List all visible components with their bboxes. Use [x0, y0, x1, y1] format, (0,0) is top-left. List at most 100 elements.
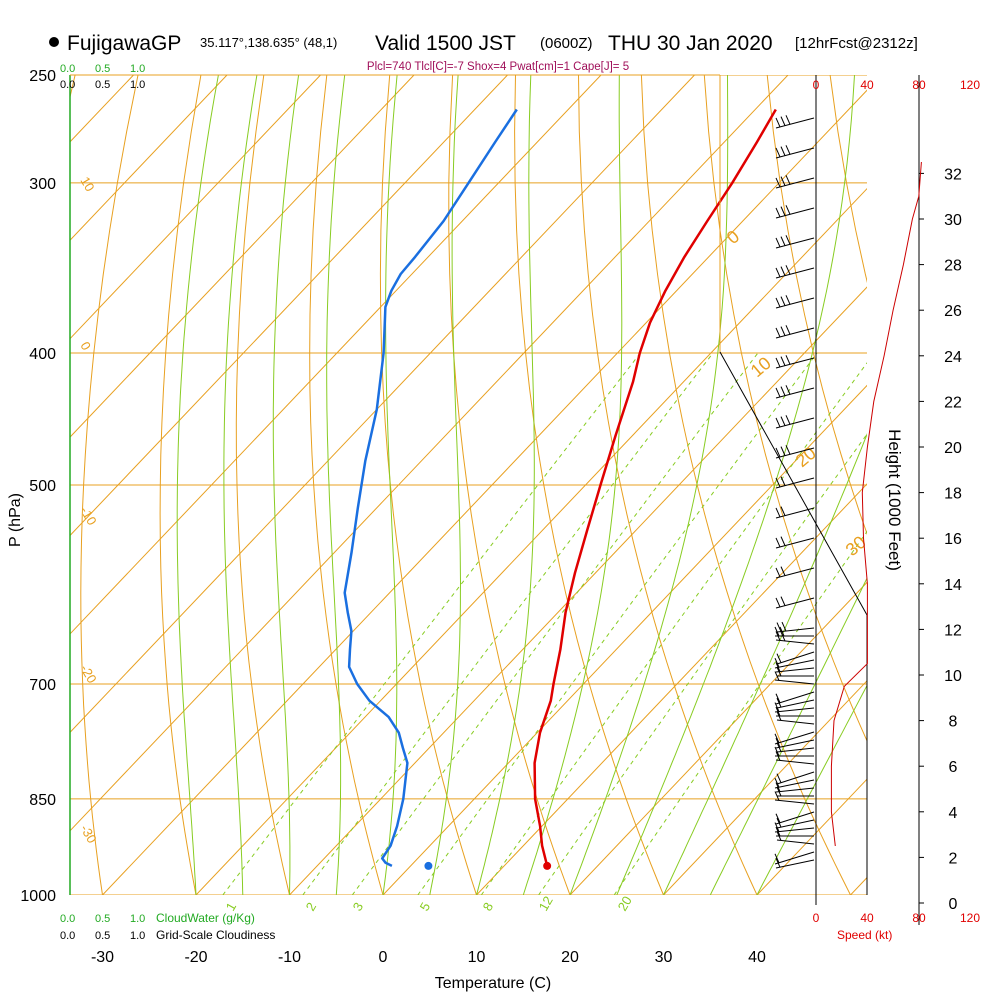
- temperature-tick-label: 10: [468, 949, 486, 966]
- wind-barb: [774, 671, 815, 685]
- temperature-tick-label: -20: [184, 949, 207, 966]
- height-tick-label: 18: [944, 486, 962, 503]
- cloudiness-tick-top: 1.0: [130, 79, 145, 91]
- wind-barb: [775, 737, 815, 749]
- wind-barb: [776, 697, 815, 709]
- moist-adiabat-line: [569, 75, 729, 895]
- moist-adiabat-line: [326, 75, 346, 895]
- dry-adiabat-line: [80, 75, 139, 895]
- height-tick-label: 24: [944, 349, 962, 366]
- wind-barb: [775, 691, 815, 705]
- mixing-ratio-label: 8: [480, 900, 497, 914]
- dry-adiabat-line: [640, 75, 851, 895]
- dewpoint-curve: [343, 108, 518, 868]
- moist-adiabat-line: [223, 75, 258, 895]
- dry-adiabat-line: [159, 75, 202, 895]
- mixing-ratio-line: [538, 433, 867, 895]
- wind-barb: [774, 731, 815, 745]
- wind-barb: [776, 711, 815, 725]
- cloud-water-tick-top: 0.0: [60, 63, 75, 75]
- wind-barb: [775, 476, 815, 489]
- station-coords: 35.117°,138.635° (48,1): [200, 35, 337, 50]
- isotherm-label: 10: [77, 174, 97, 194]
- isotherm-line: [382, 384, 867, 895]
- wind-barb: [775, 445, 815, 459]
- cloudiness-tick-bottom: 0.0: [60, 930, 75, 942]
- speed-axis-label: Speed (kt): [837, 928, 892, 942]
- pressure-tick-label: 850: [29, 792, 56, 809]
- height-tick-label: 10: [944, 668, 962, 685]
- isotherm-line: [850, 876, 867, 895]
- moist-adiabat-line: [756, 684, 867, 895]
- wind-speed-line: [830, 161, 922, 847]
- dry-adiabat-line: [448, 75, 571, 895]
- cloud-water-tick-bottom: 1.0: [130, 913, 145, 925]
- cloud-water-tick-bottom: 0.0: [60, 913, 75, 925]
- wind-barb: [775, 662, 815, 673]
- dry-adiabat-line: [766, 75, 867, 536]
- valid-time: Valid 1500 JST: [375, 32, 516, 55]
- cloud-water-tick-bottom: 0.5: [95, 913, 110, 925]
- dry-adiabat-line: [235, 75, 290, 895]
- wind-barb: [775, 596, 815, 609]
- mixing-ratio-line: [417, 352, 818, 895]
- valid-date: THU 30 Jan 2020: [608, 32, 773, 55]
- diagram-grid: [70, 75, 867, 895]
- dry-adiabat-line: [514, 75, 664, 895]
- temperature-tick-label: -10: [278, 949, 301, 966]
- cloud-water-tick-top: 1.0: [130, 63, 145, 75]
- speed-tick-bottom: 80: [912, 911, 926, 925]
- wind-barb: [774, 822, 815, 833]
- temperature-tick-label: 20: [561, 949, 579, 966]
- mixing-ratio-label: 12: [536, 893, 556, 913]
- isotherm-label: 0: [77, 339, 94, 353]
- moist-adiabat-line: [176, 75, 219, 895]
- mixing-ratio-line: [302, 352, 714, 895]
- isotherm-line: [70, 75, 228, 241]
- wind-barb: [774, 851, 815, 865]
- pressure-tick-label: 400: [29, 346, 56, 363]
- isotherm-line: [70, 75, 415, 438]
- stability-indices: Plcl=740 Tlcl[C]=-7 Shox=4 Pwat[cm]=1 Ca…: [367, 61, 629, 73]
- temperature-tick-label: 0: [379, 949, 388, 966]
- isotherm-line: [70, 75, 602, 635]
- isotherm-line: [289, 286, 867, 895]
- surface-temperature-point: [543, 861, 552, 870]
- wind-barb: [776, 771, 815, 785]
- moist-adiabat-line: [709, 577, 867, 895]
- wind-barb: [775, 857, 815, 869]
- isotherm-label: 30: [842, 532, 870, 560]
- moist-adiabat-line: [429, 75, 462, 895]
- mixing-ratio-label: 20: [615, 893, 635, 913]
- height-tick-label: 28: [944, 258, 962, 275]
- temperature-curve: [533, 108, 777, 867]
- wind-barb: [776, 666, 814, 677]
- wind-barb: [775, 506, 815, 519]
- mixing-ratio-line: [613, 530, 867, 895]
- station-name: FujigawaGP: [67, 32, 181, 55]
- cloudiness-tick-bottom: 0.5: [95, 930, 110, 942]
- wind-barb: [775, 782, 815, 793]
- pressure-tick-label: 250: [29, 68, 56, 85]
- isotherm-line: [195, 187, 867, 895]
- height-tick-label: 20: [944, 440, 962, 457]
- wind-barbs: [774, 115, 815, 869]
- wind-barb: [775, 385, 815, 399]
- forecast-info: [12hrFcst@2312z]: [795, 35, 918, 52]
- sounding-curves: [343, 108, 777, 870]
- wind-barb: [775, 631, 815, 645]
- cloudiness-tick-bottom: 1.0: [130, 930, 145, 942]
- x-axis-title: Temperature (C): [435, 975, 551, 992]
- speed-tick-bottom: 120: [960, 911, 980, 925]
- wind-barb: [776, 651, 815, 665]
- mixing-ratio-line: [480, 362, 867, 895]
- wind-barb: [774, 791, 815, 805]
- mixing-ratio-label: 3: [350, 900, 367, 914]
- wind-barb: [775, 751, 815, 765]
- moist-adiabat-line: [476, 75, 535, 895]
- height-tick-label: 6: [949, 759, 958, 776]
- isotherm-line: [476, 483, 867, 895]
- height-tick-label: 32: [944, 166, 962, 183]
